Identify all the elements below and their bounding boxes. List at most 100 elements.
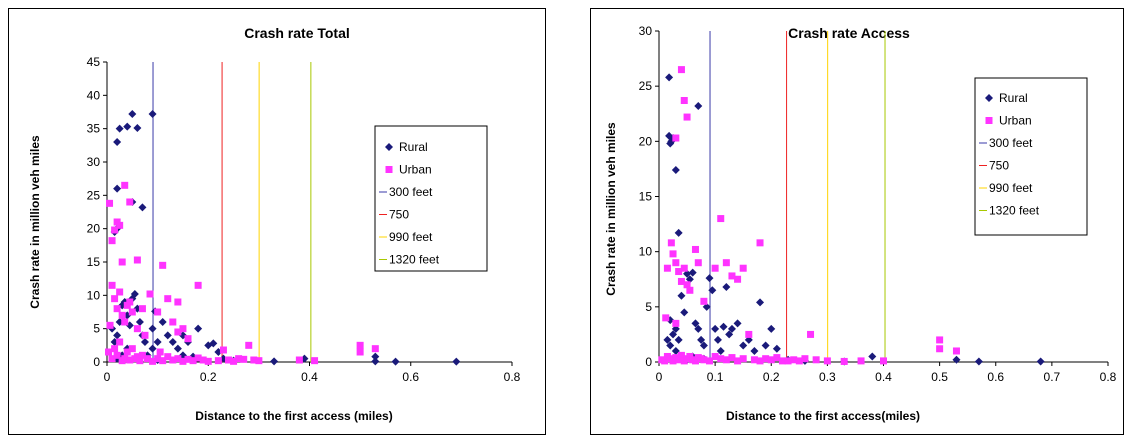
data-point-urban — [711, 264, 719, 272]
data-point-rural — [148, 324, 157, 333]
data-point-rural — [868, 352, 877, 361]
data-point-urban — [245, 341, 253, 349]
data-point-urban — [108, 355, 116, 363]
data-point-rural — [756, 298, 765, 307]
data-point-rural — [733, 319, 742, 328]
data-point-urban — [311, 357, 319, 365]
y-tick-label: 0 — [93, 355, 100, 369]
data-point-rural — [135, 318, 144, 326]
data-point-rural — [702, 302, 711, 311]
data-point-rural — [123, 122, 132, 131]
chart-total-svg: Crash rate Total Distance to the first a… — [28, 25, 521, 423]
data-point-rural — [391, 357, 400, 366]
x-tick-label: 0.4 — [875, 370, 892, 384]
legend: Rural Urban 300 feet 750 990 feet 1320 feet — [979, 91, 1040, 218]
data-point-rural — [270, 357, 279, 366]
data-point-urban — [118, 311, 126, 319]
data-point-urban — [694, 259, 702, 267]
data-point-rural — [666, 316, 675, 325]
x-tick-label: 0 — [656, 370, 663, 384]
y-tick-label: 25 — [87, 188, 101, 202]
x-axis-title: Distance to the first access(miles) — [726, 409, 920, 423]
data-point-urban — [118, 258, 126, 266]
data-point-urban — [756, 239, 764, 247]
plot-area: 0 5 10 15 20 25 30 0 0.1 0.2 0.3 0.4 0.5 0.6 0.7 0.8 — [639, 24, 1117, 384]
data-point-urban — [667, 239, 675, 247]
data-point-rural — [772, 344, 781, 353]
data-point-urban — [823, 357, 831, 365]
data-point-urban — [235, 355, 243, 363]
data-point-urban — [169, 356, 177, 364]
data-point-urban — [717, 355, 725, 363]
data-point-urban — [767, 356, 775, 364]
data-point-urban — [128, 308, 136, 316]
data-point-urban — [108, 281, 116, 289]
data-point-urban — [255, 357, 263, 365]
x-tick-label: 0.5 — [931, 370, 948, 384]
data-point-urban — [189, 357, 197, 365]
legend-marker-rural — [385, 143, 393, 151]
data-point-urban — [123, 348, 131, 356]
data-point-urban — [113, 305, 121, 313]
y-tick-label: 15 — [639, 190, 653, 204]
data-point-rural — [168, 338, 177, 346]
data-point-urban — [128, 345, 136, 353]
data-point-urban — [762, 355, 770, 363]
data-point-urban — [154, 355, 162, 363]
data-point-urban — [750, 356, 758, 364]
data-point-urban — [807, 330, 815, 338]
x-tick-label: 0.6 — [987, 370, 1004, 384]
data-point-urban — [880, 357, 887, 365]
data-point-urban — [133, 353, 141, 361]
data-point-urban — [106, 199, 114, 207]
data-point-urban — [662, 314, 670, 322]
data-point-urban — [663, 264, 671, 272]
data-point-rural — [671, 166, 680, 175]
data-point-urban — [174, 355, 182, 363]
data-point-urban — [240, 355, 248, 363]
data-point-rural — [140, 338, 149, 346]
data-point-urban — [356, 348, 364, 356]
data-point-urban — [154, 308, 162, 316]
data-point-urban — [722, 356, 730, 364]
data-point-urban — [711, 352, 719, 360]
data-point-urban — [159, 261, 167, 269]
data-point-urban — [683, 281, 691, 289]
data-point-urban — [121, 181, 129, 189]
data-point-urban — [669, 250, 677, 258]
x-tick-label: 0.3 — [819, 370, 836, 384]
data-point-rural — [952, 355, 961, 364]
x-axis-title: Distance to the first access (miles) — [195, 409, 392, 423]
data-point-urban — [717, 215, 725, 223]
data-point-urban — [149, 357, 157, 365]
data-point-urban — [672, 134, 680, 142]
data-point-rural — [371, 357, 380, 366]
data-point-rural — [722, 282, 731, 291]
data-point-urban — [784, 357, 792, 365]
data-point-rural — [683, 269, 692, 278]
data-point-rural — [666, 341, 675, 350]
data-point-urban — [179, 325, 187, 333]
data-point-urban — [184, 355, 192, 363]
data-point-rural — [974, 357, 983, 366]
legend-box — [974, 77, 1088, 236]
data-point-urban — [728, 354, 736, 362]
data-point-urban — [126, 298, 134, 306]
y-tick-label: 10 — [87, 288, 101, 302]
data-point-rural — [713, 335, 722, 344]
y-tick-label: 20 — [87, 222, 101, 236]
data-point-urban — [219, 346, 227, 354]
data-point-urban — [111, 295, 119, 303]
legend-box — [374, 125, 488, 272]
data-point-urban — [675, 356, 683, 364]
data-point-rural — [194, 324, 203, 333]
data-point-urban — [111, 226, 119, 234]
data-point-urban — [952, 347, 960, 355]
data-point-rural — [113, 331, 122, 340]
legend-label: 990 feet — [389, 230, 433, 244]
data-point-rural — [727, 324, 736, 333]
data-point-urban — [812, 356, 820, 364]
data-point-urban — [795, 357, 803, 365]
data-point-urban — [146, 290, 154, 298]
y-axis-title: Crash rate in million veh miles — [28, 135, 42, 309]
